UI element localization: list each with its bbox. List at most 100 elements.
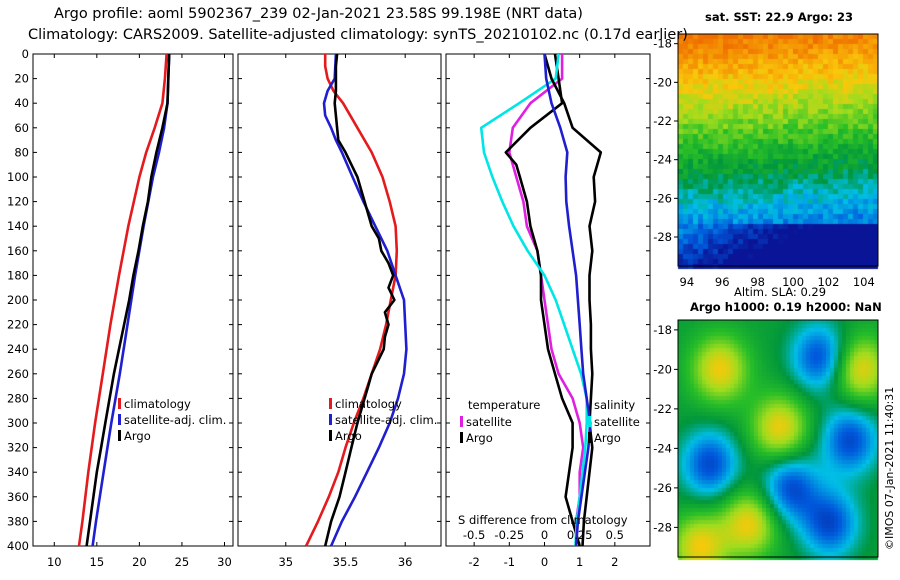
series-line-argo [323, 53, 396, 547]
sla-y-tick-label: -22 [653, 402, 672, 416]
sst-x-tick-label: 98 [750, 275, 765, 289]
legend-sal-label: satellite-adj. clim. [335, 413, 437, 427]
series-line-climatology [77, 53, 168, 547]
y-tick-label: 60 [14, 121, 29, 135]
s-diff-tick-label: 0 [541, 528, 548, 542]
s-diff-title: S difference from climatology [458, 513, 628, 527]
legend-temperature-heading: temperature [468, 398, 540, 412]
x-tick-label: 1 [576, 555, 583, 569]
legend-salinity-swatch [588, 432, 591, 443]
series-line-salinity-satellite [479, 53, 589, 547]
sla-y-tick-label: -28 [653, 520, 672, 534]
sst-y-tick-label: -22 [653, 114, 672, 128]
legend-sal-swatch [329, 414, 332, 425]
legend-sal-swatch [329, 398, 332, 409]
y-tick-label: 300 [7, 416, 29, 430]
series-line-climatology [304, 54, 399, 547]
legend-salinity-heading: salinity [594, 398, 635, 412]
sst-map-frame [677, 33, 879, 267]
x-tick-label: 30 [217, 555, 232, 569]
y-tick-label: 180 [7, 268, 29, 282]
panel-frame-0 [32, 53, 234, 547]
sst-x-tick-label: 104 [853, 275, 875, 289]
y-tick-label: 280 [7, 391, 29, 405]
x-tick-label: -2 [468, 555, 479, 569]
legend-sal-label: climatology [335, 397, 402, 411]
sst-x-tick-label: 96 [715, 275, 730, 289]
sla-y-tick-label: -20 [653, 362, 672, 376]
series-line-temperature-argo [504, 53, 581, 547]
x-tick-label: 2 [611, 555, 618, 569]
series-line-argo [85, 53, 171, 547]
y-tick-label: 260 [7, 367, 29, 381]
legend-temperature-swatch [460, 416, 463, 427]
sst-y-tick-label: -20 [653, 75, 672, 89]
y-tick-label: 80 [14, 145, 29, 159]
y-tick-label: 100 [7, 170, 29, 184]
x-tick-label: 35 [278, 555, 293, 569]
sst-y-tick-label: -24 [653, 153, 672, 167]
y-tick-label: 220 [7, 318, 29, 332]
sst-x-tick-label: 102 [817, 275, 839, 289]
s-diff-tick-label: -0.25 [494, 528, 524, 542]
title-line-2: Climatology: CARS2009. Satellite-adjuste… [28, 27, 688, 43]
sla-y-tick-label: -24 [653, 441, 672, 455]
sst-y-tick-label: -26 [653, 191, 672, 205]
series-line-salinity-argo [543, 53, 603, 547]
y-tick-label: 380 [7, 514, 29, 528]
sst-y-tick-label: -18 [653, 37, 672, 51]
sst-y-tick-label: -28 [653, 230, 672, 244]
y-tick-label: 340 [7, 465, 29, 479]
y-tick-label: 140 [7, 219, 29, 233]
sla-y-tick-label: -26 [653, 481, 672, 495]
sst-map-title: sat. SST: 22.9 Argo: 23 [705, 10, 854, 24]
series-line-salinity-satellite-diff-blue- [543, 53, 592, 547]
y-tick-label: 400 [7, 539, 29, 553]
x-tick-label: 25 [175, 555, 190, 569]
series-line-temperature-satellite [507, 54, 585, 546]
x-tick-label: 36 [398, 555, 413, 569]
sla-map-title-line2: Argo h1000: 0.19 h2000: NaN [690, 300, 882, 314]
x-tick-label: 15 [90, 555, 105, 569]
legend-temp-label: Argo [124, 429, 151, 443]
legend-salinity-swatch [588, 416, 591, 427]
series-line-satellite-adj-clim- [91, 53, 171, 547]
y-tick-label: 200 [7, 293, 29, 307]
x-tick-label: 35.5 [333, 555, 359, 569]
legend-temperature-label: satellite [466, 415, 512, 429]
legend-temperature-label: Argo [466, 431, 493, 445]
s-diff-tick-label: 0.5 [606, 528, 624, 542]
legend-temp-label: satellite-adj. clim. [124, 413, 226, 427]
sla-map-title-line1: Altim. SLA: 0.29 [734, 285, 827, 299]
legend-temperature-swatch [460, 432, 463, 443]
sla-map-frame [677, 319, 879, 558]
y-tick-label: 320 [7, 441, 29, 455]
y-tick-label: 240 [7, 342, 29, 356]
legend-temp-swatch [118, 430, 121, 441]
legend-salinity-label: satellite [594, 415, 640, 429]
legend-sal-swatch [329, 430, 332, 441]
legend-temp-swatch [118, 398, 121, 409]
legend-salinity-label: Argo [594, 431, 621, 445]
legend-sal-label: Argo [335, 429, 362, 443]
s-diff-tick-label: 0.25 [567, 528, 593, 542]
sst-x-tick-label: 100 [782, 275, 804, 289]
series-line-satellite-adj-clim- [322, 53, 408, 547]
legend-temp-label: climatology [124, 397, 191, 411]
sla-y-tick-label: -18 [653, 323, 672, 337]
x-tick-label: 20 [132, 555, 147, 569]
sst-x-tick-label: 94 [680, 275, 695, 289]
x-tick-label: -1 [504, 555, 515, 569]
x-tick-label: 0 [541, 555, 548, 569]
title-line-1: Argo profile: aoml 5902367_239 02-Jan-20… [54, 6, 583, 22]
y-tick-label: 0 [22, 47, 29, 61]
y-tick-label: 360 [7, 490, 29, 504]
y-tick-label: 40 [14, 96, 29, 110]
x-tick-label: 10 [47, 555, 62, 569]
y-tick-label: 160 [7, 244, 29, 258]
s-diff-tick-label: -0.5 [463, 528, 485, 542]
legend-temp-swatch [118, 414, 121, 425]
panel-frame-2 [445, 53, 651, 547]
